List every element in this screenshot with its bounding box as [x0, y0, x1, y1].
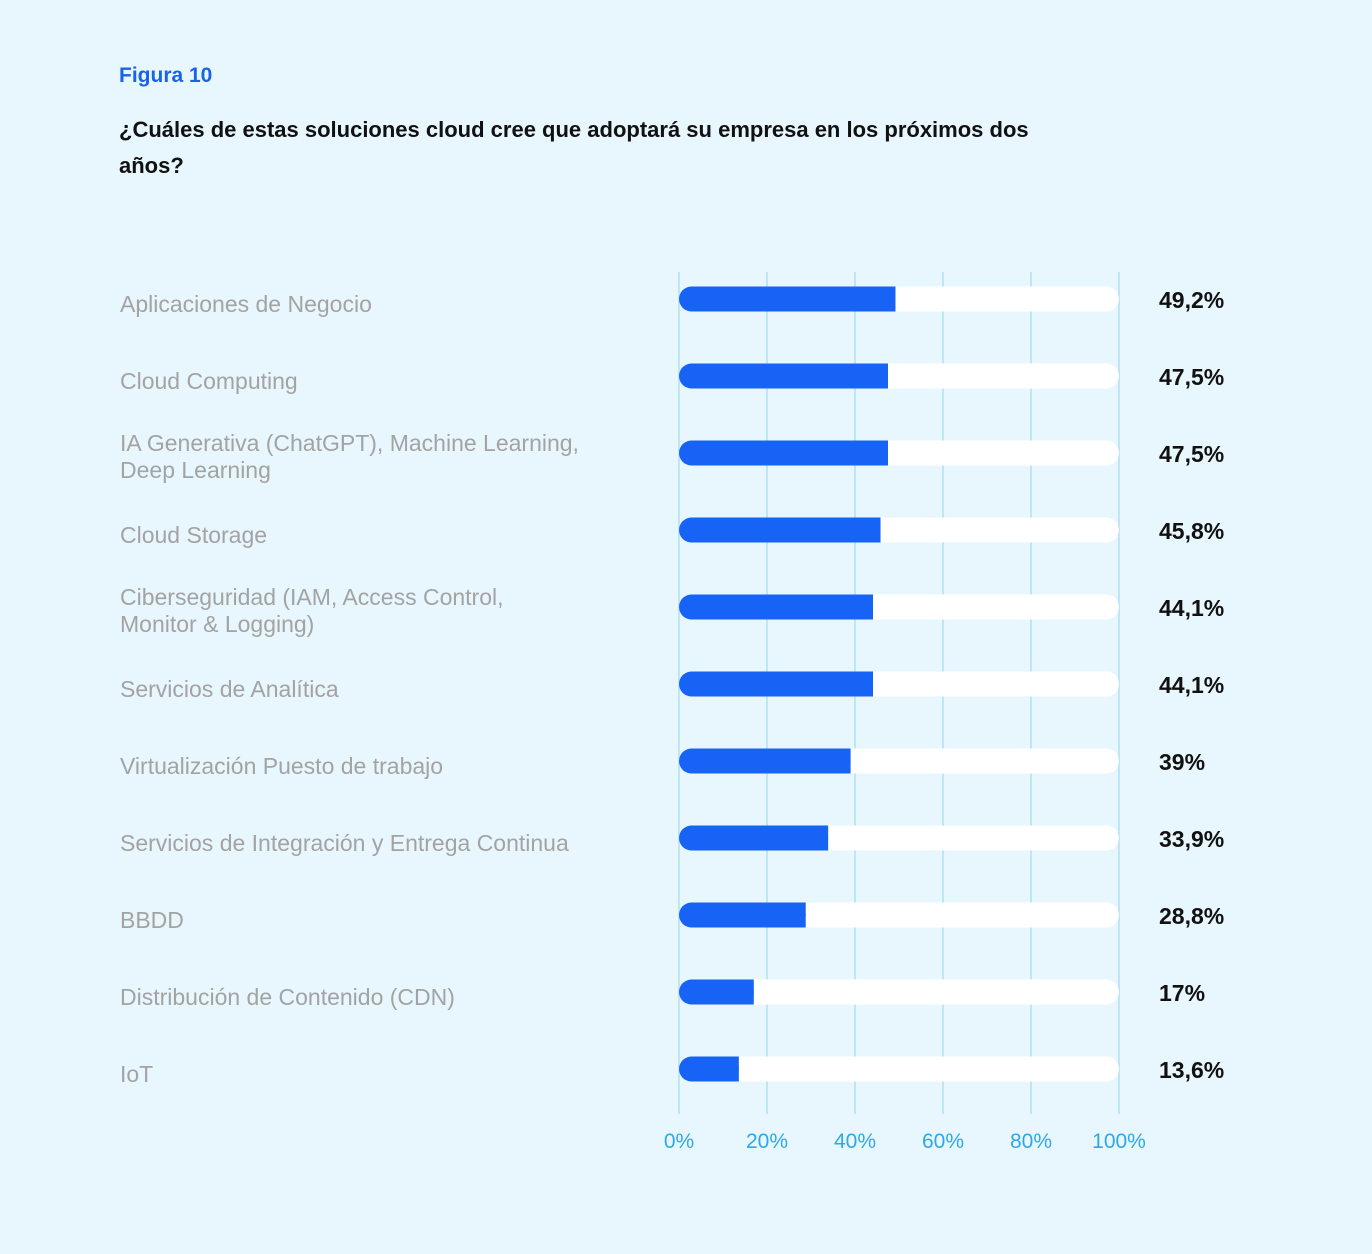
- value-label: 47,5%: [1159, 441, 1224, 467]
- value-label: 44,1%: [1159, 595, 1224, 621]
- value-label: 47,5%: [1159, 364, 1224, 390]
- x-tick-label: 100%: [1092, 1130, 1146, 1153]
- value-label: 45,8%: [1159, 518, 1224, 544]
- bar: [679, 286, 896, 312]
- category-label: Deep Learning: [120, 457, 271, 483]
- value-label: 28,8%: [1159, 903, 1224, 929]
- x-tick-label: 40%: [834, 1130, 876, 1153]
- bar-end: [838, 748, 851, 774]
- value-label: 33,9%: [1159, 826, 1224, 852]
- bar-track: [679, 979, 1119, 1005]
- bar: [679, 440, 888, 466]
- category-label: Aplicaciones de Negocio: [120, 291, 372, 317]
- bar: [679, 748, 851, 774]
- x-tick-label: 0%: [664, 1130, 694, 1153]
- bar-end: [875, 363, 888, 389]
- bar: [679, 1056, 739, 1082]
- category-label: IoT: [120, 1061, 153, 1087]
- x-tick-label: 20%: [746, 1130, 788, 1153]
- bar: [679, 517, 881, 543]
- value-label: 17%: [1159, 980, 1205, 1006]
- value-label: 49,2%: [1159, 287, 1224, 313]
- bar-end: [815, 825, 829, 851]
- x-tick-label: 60%: [922, 1130, 964, 1153]
- category-label: Cloud Storage: [120, 522, 267, 548]
- bar: [679, 594, 874, 620]
- bar: [679, 902, 806, 928]
- bar: [679, 671, 874, 697]
- chart-title: ¿Cuáles de estas soluciones cloud cree q…: [119, 117, 1029, 178]
- bar-end: [882, 286, 896, 312]
- x-tick-label: 80%: [1010, 1130, 1052, 1153]
- bar: [679, 363, 888, 389]
- value-label: 13,6%: [1159, 1057, 1224, 1083]
- category-label: IA Generativa (ChatGPT), Machine Learnin…: [120, 430, 579, 456]
- category-label: Virtualización Puesto de trabajo: [120, 753, 443, 779]
- bar-end: [875, 440, 888, 466]
- category-label: Cloud Computing: [120, 368, 298, 394]
- category-label: Distribución de Contenido (CDN): [120, 984, 455, 1010]
- value-label: 44,1%: [1159, 672, 1224, 698]
- bar-end: [726, 1056, 739, 1082]
- category-label: Ciberseguridad (IAM, Access Control,: [120, 584, 504, 610]
- figure-label: Figura 10: [119, 64, 213, 87]
- bar: [679, 825, 829, 851]
- bar: [679, 979, 754, 1005]
- category-label: Servicios de Analítica: [120, 676, 339, 702]
- category-label: BBDD: [120, 907, 184, 933]
- bar-end: [741, 979, 754, 1005]
- bar-end: [860, 671, 874, 697]
- bar-end: [793, 902, 806, 928]
- bar-end: [868, 517, 881, 543]
- value-label: 39%: [1159, 749, 1205, 775]
- bar-track: [679, 1056, 1119, 1082]
- category-label: Monitor & Logging): [120, 611, 314, 637]
- bar-end: [860, 594, 874, 620]
- category-label: Servicios de Integración y Entrega Conti…: [120, 830, 569, 856]
